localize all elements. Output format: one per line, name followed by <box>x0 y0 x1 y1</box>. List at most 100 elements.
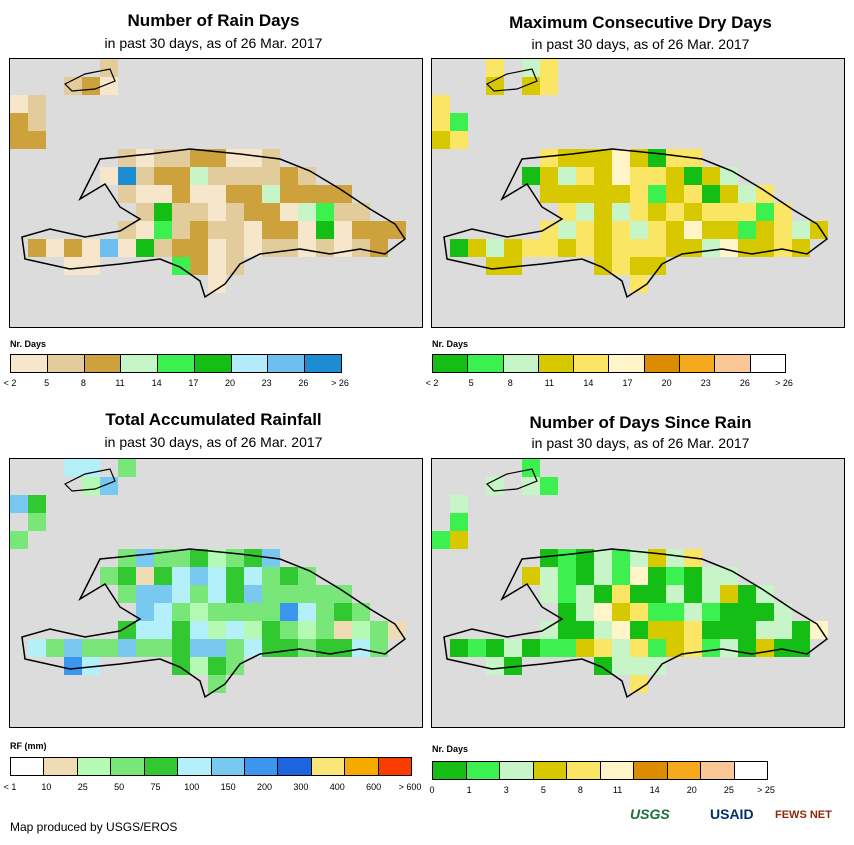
legend-tick-label: 5 <box>468 378 474 388</box>
map-cell <box>172 221 190 239</box>
map-cell <box>594 167 612 185</box>
map-cell <box>208 221 226 239</box>
legend-swatch <box>43 758 77 775</box>
legend-tick-label: 14 <box>151 378 162 388</box>
map-cell <box>738 585 756 603</box>
map-cell <box>262 585 280 603</box>
map-cell <box>82 257 100 275</box>
map-cell <box>594 639 612 657</box>
island-outline <box>21 548 407 699</box>
map-cell <box>208 585 226 603</box>
legend-bar <box>432 761 768 780</box>
map-cell <box>450 513 468 531</box>
legend-tick-label: 11 <box>612 785 623 795</box>
map-cell <box>504 639 522 657</box>
map-cell <box>118 221 136 239</box>
map-cell <box>720 221 738 239</box>
map-cell <box>504 657 522 675</box>
map-cell <box>136 603 154 621</box>
map-cell <box>774 239 792 257</box>
map-cell <box>244 167 262 185</box>
map-cell <box>208 603 226 621</box>
panel-dry-days: Maximum Consecutive Dry Days in past 30 … <box>426 0 854 400</box>
small-island-outline <box>485 68 538 92</box>
map-cell <box>352 221 370 239</box>
map-cell <box>172 239 190 257</box>
map-cell <box>100 239 118 257</box>
map-cell <box>10 531 28 549</box>
map-cell <box>684 567 702 585</box>
map-cell <box>298 585 316 603</box>
map-cell <box>594 203 612 221</box>
map-cell <box>630 185 648 203</box>
map-cell <box>172 585 190 603</box>
panel-title: Number of Days Since Rain <box>529 413 752 432</box>
map-days-since-rain[interactable] <box>431 458 845 728</box>
map-cell <box>28 639 46 657</box>
map-cell <box>370 221 388 239</box>
map-cell <box>684 185 702 203</box>
map-cell <box>540 477 558 495</box>
map-cell <box>612 585 630 603</box>
map-cell <box>172 621 190 639</box>
map-cell <box>262 567 280 585</box>
map-cell <box>298 603 316 621</box>
map-cell <box>630 167 648 185</box>
legend-swatch <box>666 762 700 779</box>
map-cell <box>100 567 118 585</box>
legend-tick-label: 10 <box>41 782 52 792</box>
map-cell <box>244 149 262 167</box>
map-cell <box>244 585 262 603</box>
map-cell <box>684 639 702 657</box>
map-cell <box>738 203 756 221</box>
map-cell <box>136 185 154 203</box>
map-cell <box>666 639 684 657</box>
map-cell <box>774 221 792 239</box>
map-cell <box>576 639 594 657</box>
map-cell <box>190 621 208 639</box>
legend-tick-label: 25 <box>723 785 734 795</box>
map-cell <box>558 221 576 239</box>
map-cell <box>648 167 666 185</box>
map-cell <box>280 239 298 257</box>
legend-swatch <box>46 355 84 372</box>
map-dry-days[interactable] <box>431 58 845 328</box>
map-cell <box>702 639 720 657</box>
legend-swatch <box>267 355 305 372</box>
map-cell <box>648 567 666 585</box>
map-cell <box>486 59 504 77</box>
map-cell <box>208 621 226 639</box>
map-rain-days[interactable] <box>9 58 423 328</box>
map-cell <box>226 239 244 257</box>
legend-tick-label: 23 <box>700 378 711 388</box>
map-cell <box>576 585 594 603</box>
map-cell <box>450 495 468 513</box>
legend-tick-label: 8 <box>80 378 86 388</box>
map-cell <box>226 203 244 221</box>
legend-swatch <box>143 758 178 775</box>
map-cell <box>558 239 576 257</box>
map-cell <box>208 239 226 257</box>
map-rainfall[interactable] <box>9 458 423 728</box>
map-cell <box>612 149 630 167</box>
map-cell <box>540 185 558 203</box>
legend-swatch <box>277 758 311 775</box>
legend-tick-label: 17 <box>622 378 633 388</box>
map-cell <box>82 657 100 675</box>
map-cell <box>612 257 630 275</box>
map-cell <box>558 149 576 167</box>
map-cell <box>630 657 648 675</box>
map-cell <box>684 203 702 221</box>
map-cell <box>756 203 774 221</box>
map-cell <box>334 603 352 621</box>
map-cell <box>630 257 648 275</box>
legend-swatch <box>377 758 412 775</box>
legend-title: RF (mm) <box>10 741 47 751</box>
map-cell <box>684 603 702 621</box>
legend-title: Nr. Days <box>432 339 469 349</box>
legend-swatch <box>700 762 734 779</box>
map-cell <box>190 657 208 675</box>
map-cell <box>208 549 226 567</box>
island-outline <box>443 148 829 299</box>
legend-tick-label: 400 <box>329 782 345 792</box>
